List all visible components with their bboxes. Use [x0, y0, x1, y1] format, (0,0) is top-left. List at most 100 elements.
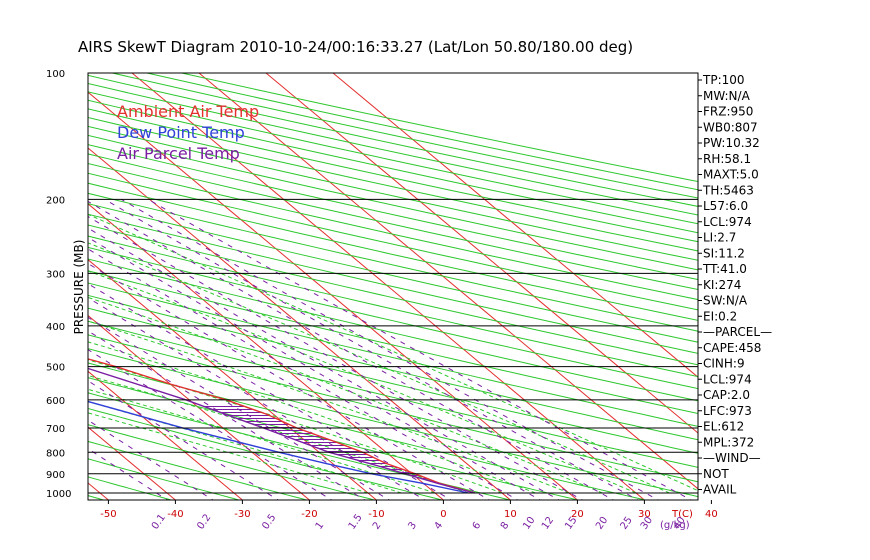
index-item: LFC:973: [703, 404, 752, 418]
mixing-ratio-label: 1.5: [347, 512, 365, 531]
bottom-temp-tick-label: -50: [100, 509, 116, 520]
index-item: AVAIL: [703, 483, 737, 497]
dry-adiabat: [88, 294, 698, 441]
dry-adiabat: [0, 73, 42, 502]
mixing-ratio-line: [88, 283, 453, 500]
index-item: SI:11.2: [703, 246, 745, 260]
index-item: LCL:974: [703, 215, 752, 229]
dry-adiabat: [88, 307, 698, 454]
index-item: KI:274: [703, 278, 741, 292]
chart-title: AIRS SkewT Diagram 2010-10-24/00:16:33.2…: [78, 38, 633, 56]
index-item: EL:612: [703, 420, 744, 434]
moist-adiabat: [88, 341, 536, 494]
moist-adiabat: [88, 213, 698, 492]
dry-adiabat: [88, 125, 698, 261]
moist-adiabat: [88, 388, 436, 494]
bottom-temp-tick-label: 10: [504, 509, 517, 520]
mixing-ratio-line: [88, 349, 333, 500]
mixing-ratio-line: [104, 198, 639, 500]
ambient-temp-line: [88, 358, 476, 494]
mixing-ratio-line: [88, 448, 169, 500]
moist-adiabat: [88, 359, 503, 494]
legend-parcel: Air Parcel Temp: [117, 144, 240, 163]
mixing-ratio-label: 20: [594, 515, 610, 532]
pressure-tick-label: 1000: [46, 489, 71, 500]
mixing-ratio-line: [121, 198, 660, 500]
legend-dewpoint: Dew Point Temp: [117, 123, 245, 142]
legend: Ambient Air Temp Dew Point Temp Air Parc…: [117, 102, 259, 163]
dry-adiabat: [88, 144, 698, 281]
index-item: CAPE:458: [703, 341, 761, 355]
mixing-ratio-line: [88, 380, 280, 500]
index-item: MAXT:5.0: [703, 168, 759, 182]
bottom-temp-tick-label: -20: [301, 509, 317, 520]
dry-adiabat: [88, 134, 698, 271]
index-item: MPL:372: [703, 435, 754, 449]
index-item: CAP:2.0: [703, 388, 750, 402]
dry-adiabat: [88, 182, 698, 321]
index-item: TH:5463: [702, 183, 754, 197]
dry-adiabat: [88, 377, 580, 500]
mixing-ratio-label: 1: [314, 520, 327, 532]
dry-adiabat: [88, 192, 698, 332]
mixing-ratio-label: 0.2: [195, 512, 213, 531]
isotherm-line: [88, 91, 579, 500]
pressure-tick-label: 900: [46, 470, 65, 481]
index-item: —PARCEL—: [703, 325, 772, 339]
isotherm-line: [88, 370, 244, 500]
index-item: FRZ:950: [703, 105, 753, 119]
isotherm-line: [131, 73, 646, 500]
cape-area: [201, 405, 472, 493]
moist-adiabat: [88, 374, 469, 494]
index-item: NOT: [703, 467, 729, 481]
dry-adiabat: [88, 440, 309, 500]
index-item: TT:41.0: [702, 262, 747, 276]
index-item: SW:N/A: [703, 294, 748, 308]
pressure-tick-label: 800: [46, 448, 65, 459]
bottom-temp-tick-label: 0: [440, 509, 446, 520]
pressure-tick-label: 200: [46, 195, 65, 206]
legend-ambient: Ambient Air Temp: [117, 102, 259, 121]
dry-adiabat: [88, 270, 698, 415]
moist-adiabat: [88, 296, 603, 494]
pressure-tick-label: 600: [46, 396, 65, 407]
mixing-ratio-label: 0.5: [260, 512, 278, 531]
bottom-temp-tick-label: 40: [705, 509, 718, 520]
dry-adiabat: [88, 235, 698, 378]
index-item: EI:0.2: [703, 309, 737, 323]
moist-adiabat: [88, 412, 369, 494]
mixing-ratio-line: [88, 227, 560, 500]
plot-area: [0, 73, 698, 502]
dry-adiabat: [88, 334, 698, 483]
dry-adiabat: [88, 348, 698, 498]
mixing-ratio-label: 6: [471, 520, 484, 532]
bottom-axis-unit: T(C): [671, 509, 693, 520]
bottom-temp-tick-label: -30: [234, 509, 250, 520]
index-item: CINH:9: [703, 357, 745, 371]
pressure-tick-label: 100: [46, 69, 65, 80]
mixing-ratio-line: [88, 262, 491, 500]
mixing-ratio-label: 0.1: [150, 512, 168, 531]
pressure-tick-label: 500: [46, 363, 65, 374]
mixing-ratio-label: 25: [619, 515, 635, 532]
dry-adiabat: [88, 392, 512, 500]
plot-frame: [87, 72, 699, 501]
mixing-ratio-label: 4: [433, 520, 446, 532]
bottom-temp-tick-label: 20: [571, 509, 584, 520]
mixing-ratio-label: 3: [406, 520, 419, 532]
dry-adiabat: [88, 203, 698, 343]
dry-adiabat: [88, 282, 698, 427]
index-item: RH:58.1: [703, 152, 751, 166]
isotherm-line: [88, 314, 311, 500]
dry-adiabat: [88, 153, 698, 290]
dry-adiabat: [88, 224, 698, 366]
bottom-temp-tick-label: -40: [167, 509, 183, 520]
mixing-ratio-line: [88, 419, 214, 500]
isotherm-line: [88, 426, 177, 500]
dry-adiabat: [88, 407, 445, 500]
dry-adiabat: [88, 424, 377, 500]
mixing-ratio-label: 2: [371, 520, 384, 532]
dry-adiabat: [88, 162, 698, 301]
isotherm-line: [265, 73, 698, 434]
